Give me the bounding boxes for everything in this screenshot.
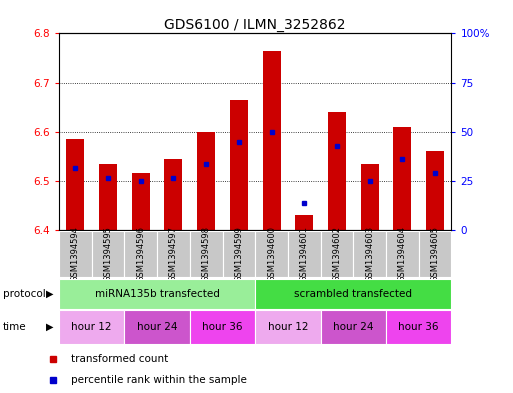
Text: transformed count: transformed count: [71, 354, 168, 364]
Bar: [59, 231, 92, 277]
Text: hour 36: hour 36: [399, 322, 439, 332]
Bar: [230, 100, 248, 230]
Text: GSM1394603: GSM1394603: [365, 226, 374, 282]
Bar: [255, 310, 321, 344]
Bar: [321, 231, 353, 277]
Bar: [124, 310, 190, 344]
Text: GSM1394594: GSM1394594: [71, 226, 80, 282]
Title: GDS6100 / ILMN_3252862: GDS6100 / ILMN_3252862: [165, 18, 346, 32]
Bar: [190, 310, 255, 344]
Bar: [361, 163, 379, 230]
Bar: [124, 231, 157, 277]
Bar: [255, 279, 451, 309]
Bar: [386, 231, 419, 277]
Bar: [426, 151, 444, 230]
Bar: [328, 112, 346, 230]
Text: GSM1394602: GSM1394602: [332, 226, 342, 282]
Text: hour 36: hour 36: [202, 322, 243, 332]
Text: GSM1394605: GSM1394605: [430, 226, 440, 282]
Bar: [190, 231, 223, 277]
Bar: [157, 231, 190, 277]
Text: GSM1394604: GSM1394604: [398, 226, 407, 282]
Bar: [66, 139, 84, 230]
Text: GSM1394595: GSM1394595: [104, 226, 112, 282]
Bar: [353, 231, 386, 277]
Text: GSM1394596: GSM1394596: [136, 226, 145, 282]
Bar: [288, 231, 321, 277]
Text: scrambled transfected: scrambled transfected: [294, 289, 412, 299]
Text: protocol: protocol: [3, 289, 45, 299]
Bar: [165, 159, 183, 230]
Text: GSM1394601: GSM1394601: [300, 226, 309, 282]
Text: GSM1394599: GSM1394599: [234, 226, 243, 282]
Text: GSM1394597: GSM1394597: [169, 226, 178, 282]
Text: hour 12: hour 12: [268, 322, 308, 332]
Text: ▶: ▶: [46, 322, 53, 332]
Text: hour 24: hour 24: [137, 322, 177, 332]
Bar: [92, 231, 125, 277]
Bar: [263, 51, 281, 230]
Text: miRNA135b transfected: miRNA135b transfected: [95, 289, 220, 299]
Text: ▶: ▶: [46, 289, 53, 299]
Bar: [223, 231, 255, 277]
Bar: [295, 215, 313, 230]
Bar: [386, 310, 451, 344]
Text: GSM1394600: GSM1394600: [267, 226, 276, 282]
Bar: [99, 163, 117, 230]
Bar: [419, 231, 451, 277]
Bar: [132, 173, 150, 230]
Text: hour 12: hour 12: [71, 322, 112, 332]
Bar: [321, 310, 386, 344]
Bar: [197, 132, 215, 230]
Text: time: time: [3, 322, 26, 332]
Bar: [59, 279, 255, 309]
Bar: [393, 127, 411, 230]
Text: GSM1394598: GSM1394598: [202, 226, 211, 282]
Text: percentile rank within the sample: percentile rank within the sample: [71, 375, 247, 385]
Bar: [255, 231, 288, 277]
Text: hour 24: hour 24: [333, 322, 373, 332]
Bar: [59, 310, 124, 344]
